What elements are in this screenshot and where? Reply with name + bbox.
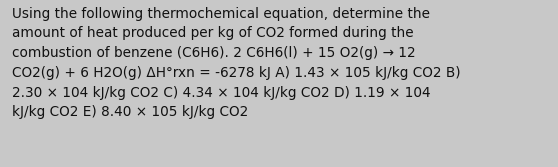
Text: Using the following thermochemical equation, determine the
amount of heat produc: Using the following thermochemical equat… bbox=[12, 7, 461, 119]
